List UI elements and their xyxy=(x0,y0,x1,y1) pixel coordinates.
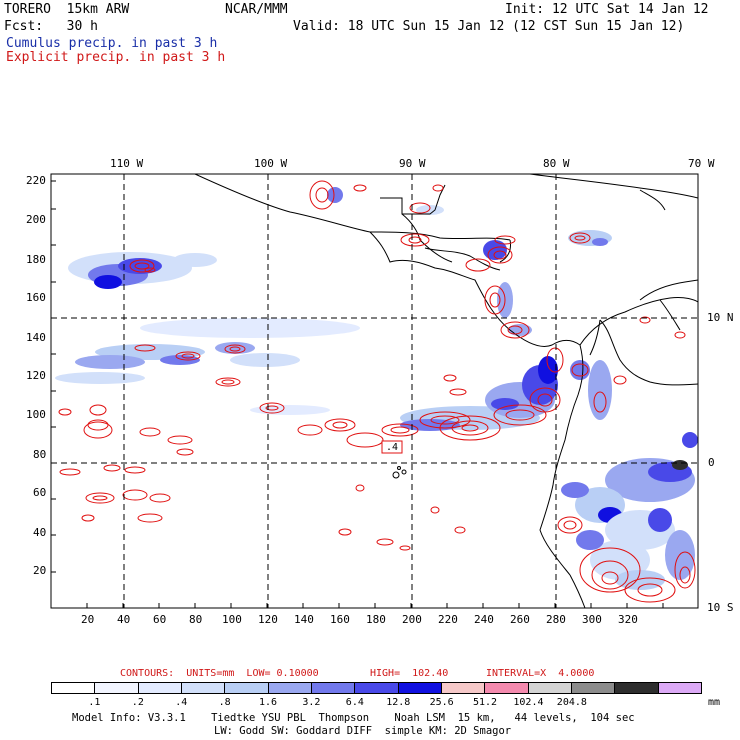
colorbar-tick-label: .1 xyxy=(88,697,101,708)
x-tick-label: 160 xyxy=(330,613,350,626)
y-tick-label: 40 xyxy=(33,526,47,539)
colorbar-tick-label: 12.8 xyxy=(386,697,411,708)
x-tick-label: 260 xyxy=(510,613,530,626)
x-tick-label: 60 xyxy=(153,613,167,626)
colorbar-swatch xyxy=(224,683,268,693)
y-tick-label: 140 xyxy=(26,331,46,344)
contours-high: HIGH= 102.40 xyxy=(370,668,449,679)
lon-label-110w: 110 W xyxy=(110,157,144,170)
lon-label-70w: 70 W xyxy=(688,157,715,170)
y-tick-label: 120 xyxy=(26,369,46,382)
lat-label-0: 0 xyxy=(708,456,715,469)
x-tick-label: 40 xyxy=(117,613,131,626)
x-tick-label: 280 xyxy=(546,613,566,626)
lon-label-90w: 90 W xyxy=(399,157,426,170)
colorbar-swatch xyxy=(527,683,571,693)
colorbar-swatch xyxy=(440,683,485,693)
graticule xyxy=(51,174,698,608)
y-tick-label: 160 xyxy=(26,291,46,304)
colorbar-tick-label: 25.6 xyxy=(429,697,454,708)
x-tick-label: 20 xyxy=(81,613,95,626)
colorbar-tick-label: .4 xyxy=(175,697,188,708)
colorbar-unit: mm xyxy=(708,697,721,708)
colorbar-swatch xyxy=(267,683,311,693)
valid-time: Valid: 18 UTC Sun 15 Jan 12 (12 CST Sun … xyxy=(293,19,685,34)
y-tick-label: 80 xyxy=(33,448,47,461)
colorbar-swatch xyxy=(310,683,355,693)
lon-label-80w: 80 W xyxy=(543,157,570,170)
y-tick-label: 220 xyxy=(26,174,46,187)
forecast-hour: Fcst: 30 h xyxy=(4,19,98,34)
lon-label-100w: 100 W xyxy=(254,157,288,170)
coastlines xyxy=(194,174,698,608)
colorbar-swatch xyxy=(52,683,95,693)
cumulus-precip-shading xyxy=(55,187,698,590)
colorbar-tick-label: 6.4 xyxy=(345,697,364,708)
colorbar-swatch xyxy=(484,683,528,693)
x-tick-label: 120 xyxy=(258,613,278,626)
colorbar-tick-label: 204.8 xyxy=(556,697,587,708)
physics-info: LW: Godd SW: Goddard DIFF simple KM: 2D … xyxy=(214,725,512,737)
explicit-legend-label: Explicit precip. in past 3 h xyxy=(6,50,226,65)
colorbar-swatch xyxy=(657,683,701,693)
colorbar-tick-label: 3.2 xyxy=(302,697,321,708)
x-tick-label: 220 xyxy=(438,613,458,626)
colorbar-swatch xyxy=(137,683,181,693)
colorbar-swatch xyxy=(354,683,398,693)
colorbar-swatch xyxy=(94,683,138,693)
contour-label-box xyxy=(381,440,403,454)
y-tick-label: 100 xyxy=(26,408,46,421)
x-tick-label: 200 xyxy=(402,613,422,626)
colorbar-tick-label: .2 xyxy=(131,697,144,708)
y-tick-label: 180 xyxy=(26,253,46,266)
colorbar xyxy=(51,682,702,694)
x-tick-label: 320 xyxy=(618,613,638,626)
contours-units: CONTOURS: UNITS=mm LOW= 0.10000 xyxy=(120,668,319,679)
lat-label-10s: 10 S xyxy=(707,601,734,614)
model-info: Model Info: V3.3.1 Tiedtke YSU PBL Thomp… xyxy=(72,712,635,724)
colorbar-tick-label: .8 xyxy=(218,697,231,708)
colorbar-swatch xyxy=(397,683,441,693)
colorbar-tick-label: 51.2 xyxy=(473,697,498,708)
colorbar-tick-label: 102.4 xyxy=(513,697,544,708)
x-tick-label: 300 xyxy=(582,613,602,626)
x-tick-label: 80 xyxy=(189,613,203,626)
init-time: Init: 12 UTC Sat 14 Jan 12 xyxy=(505,2,709,17)
colorbar-swatch xyxy=(570,683,615,693)
x-tick-label: 240 xyxy=(474,613,494,626)
explicit-precip-contours xyxy=(58,180,696,603)
contour-value-label: .4 xyxy=(386,442,399,453)
y-tick-label: 200 xyxy=(26,213,46,226)
lat-label-10n: 10 N xyxy=(707,311,734,324)
cumulus-legend-label: Cumulus precip. in past 3 h xyxy=(6,36,218,51)
y-tick-label: 60 xyxy=(33,486,47,499)
axis-ticks xyxy=(51,180,664,608)
org-name: NCAR/MMM xyxy=(225,2,288,17)
x-tick-label: 180 xyxy=(366,613,386,626)
model-name: TORERO 15km ARW xyxy=(4,2,130,17)
y-tick-label: 20 xyxy=(33,564,47,577)
x-tick-label: 140 xyxy=(294,613,314,626)
colorbar-swatch xyxy=(614,683,658,693)
x-tick-label: 100 xyxy=(222,613,242,626)
contours-interval: INTERVAL=X 4.0000 xyxy=(486,668,595,679)
colorbar-swatch xyxy=(180,683,225,693)
colorbar-tick-label: 1.6 xyxy=(259,697,278,708)
